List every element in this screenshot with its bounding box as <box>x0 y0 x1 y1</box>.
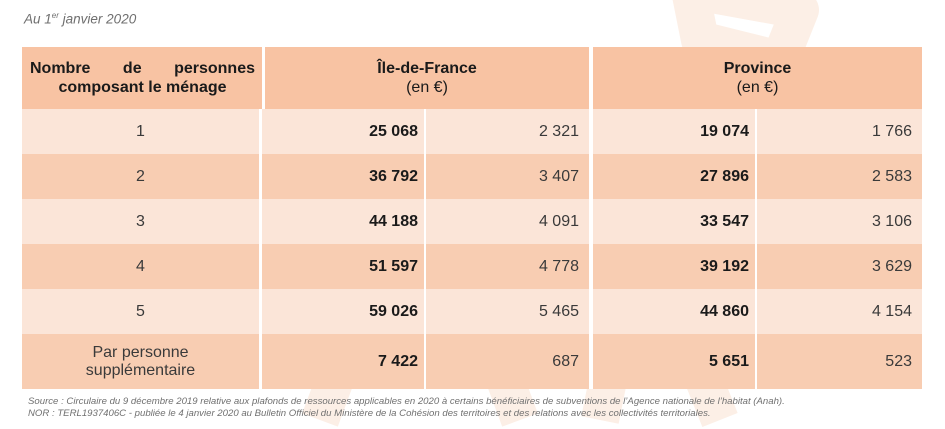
province-value-cell: 3 629 <box>757 244 922 289</box>
province-ceiling-cell: 27 896 <box>593 154 757 199</box>
province-ceiling-cell: 44 860 <box>593 289 757 334</box>
idf-ceiling-cell: 59 026 <box>262 289 426 334</box>
household-size-cell: 3 <box>22 199 262 244</box>
province-value-cell: 3 106 <box>757 199 922 244</box>
column-separator <box>589 109 593 154</box>
province-ceiling-cell: 5 651 <box>593 334 757 389</box>
idf-value-cell: 4 091 <box>426 199 589 244</box>
source-line: Source : Circulaire du 9 décembre 2019 r… <box>28 396 785 407</box>
household-size-header: Nombre de personnes composant le ménage <box>22 47 262 109</box>
table-header-row: Nombre de personnes composant le ménage Î… <box>22 47 922 109</box>
province-value-cell: 2 583 <box>757 154 922 199</box>
idf-ceiling-cell: 51 597 <box>262 244 426 289</box>
idf-ceiling-cell: 36 792 <box>262 154 426 199</box>
column-separator <box>589 47 593 109</box>
column-separator <box>589 334 593 389</box>
province-ceiling-cell: 39 192 <box>593 244 757 289</box>
idf-ceiling-cell: 44 188 <box>262 199 426 244</box>
ile-de-france-header: Île-de-France (en €) <box>262 47 589 109</box>
table-row: 2 36 792 3 407 27 896 2 583 <box>22 154 922 199</box>
idf-value-cell: 687 <box>426 334 589 389</box>
household-size-cell: 2 <box>22 154 262 199</box>
income-ceilings-table: Nombre de personnes composant le ménage Î… <box>22 47 922 389</box>
table-row: 3 44 188 4 091 33 547 3 106 <box>22 199 922 244</box>
household-size-cell: Par personne supplémentaire <box>22 334 262 389</box>
province-value-cell: 523 <box>757 334 922 389</box>
idf-ceiling-cell: 25 068 <box>262 109 426 154</box>
province-ceiling-cell: 33 547 <box>593 199 757 244</box>
household-size-cell: 5 <box>22 289 262 334</box>
province-value-cell: 4 154 <box>757 289 922 334</box>
province-header: Province (en €) <box>593 47 922 109</box>
household-size-cell: 1 <box>22 109 262 154</box>
column-separator <box>589 154 593 199</box>
province-ceiling-cell: 19 074 <box>593 109 757 154</box>
idf-ceiling-cell: 7 422 <box>262 334 426 389</box>
table-row: 1 25 068 2 321 19 074 1 766 <box>22 109 922 154</box>
idf-value-cell: 3 407 <box>426 154 589 199</box>
column-separator <box>589 199 593 244</box>
idf-value-cell: 5 465 <box>426 289 589 334</box>
idf-value-cell: 2 321 <box>426 109 589 154</box>
table-row: 4 51 597 4 778 39 192 3 629 <box>22 244 922 289</box>
household-size-cell: 4 <box>22 244 262 289</box>
column-separator <box>589 244 593 289</box>
table-row: Par personne supplémentaire 7 422 687 5 6… <box>22 334 922 389</box>
nor-line: NOR : TERL1937406C - publiée le 4 janvie… <box>28 408 711 419</box>
province-value-cell: 1 766 <box>757 109 922 154</box>
column-separator <box>589 289 593 334</box>
date-caption: Au 1er janvier 2020 <box>24 11 137 27</box>
idf-value-cell: 4 778 <box>426 244 589 289</box>
source-note: Source : Circulaire du 9 décembre 2019 r… <box>28 396 928 420</box>
table-row: 5 59 026 5 465 44 860 4 154 <box>22 289 922 334</box>
